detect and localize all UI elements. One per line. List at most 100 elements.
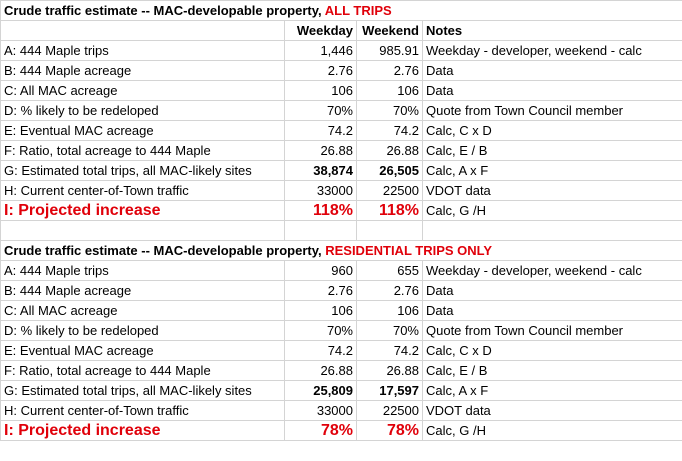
header-notes[interactable]: Notes [422, 20, 682, 41]
table-row: B: 444 Maple acreage 2.76 2.76 Data [0, 280, 682, 301]
weekend-value[interactable]: 985.91 [356, 40, 423, 61]
notes-value[interactable]: Calc, C x D [422, 120, 682, 141]
weekend-value[interactable]: 26.88 [356, 140, 423, 161]
weekday-value[interactable]: 26.88 [284, 140, 357, 161]
weekend-value[interactable]: 106 [356, 300, 423, 321]
table-row: E: Eventual MAC acreage 74.2 74.2 Calc, … [0, 340, 682, 361]
cell[interactable] [422, 0, 682, 21]
table-row: G: Estimated total trips, all MAC-likely… [0, 160, 682, 181]
weekend-value[interactable]: 106 [356, 80, 423, 101]
section1-title: Crude traffic estimate -- MAC-developabl… [4, 3, 325, 18]
header-weekday[interactable]: Weekday [284, 20, 357, 41]
projected-label[interactable]: I: Projected increase [0, 420, 285, 441]
table-row: F: Ratio, total acreage to 444 Maple 26.… [0, 360, 682, 381]
weekday-value[interactable]: 2.76 [284, 60, 357, 81]
weekend-value[interactable]: 70% [356, 100, 423, 121]
notes-value[interactable]: Calc, A x F [422, 160, 682, 181]
row-label[interactable]: H: Current center-of-Town traffic [0, 180, 285, 201]
row-label[interactable]: D: % likely to be redeloped [0, 100, 285, 121]
cell[interactable] [422, 220, 682, 241]
weekend-value[interactable]: 17,597 [356, 380, 423, 401]
weekday-value[interactable]: 74.2 [284, 340, 357, 361]
projected-weekend[interactable]: 78% [356, 420, 423, 441]
projected-notes[interactable]: Calc, G /H [422, 420, 682, 441]
table-row: A: 444 Maple trips 960 655 Weekday - dev… [0, 260, 682, 281]
notes-value[interactable]: Calc, A x F [422, 380, 682, 401]
row-label[interactable]: C: All MAC acreage [0, 300, 285, 321]
weekend-value[interactable]: 26,505 [356, 160, 423, 181]
row-label[interactable]: E: Eventual MAC acreage [0, 120, 285, 141]
section2-title-cell[interactable]: Crude traffic estimate -- MAC-developabl… [0, 240, 492, 261]
weekday-value[interactable]: 26.88 [284, 360, 357, 381]
weekday-value[interactable]: 960 [284, 260, 357, 281]
section2-projected-row: I: Projected increase 78% 78% Calc, G /H [0, 420, 682, 441]
notes-value[interactable]: Weekday - developer, weekend - calc [422, 260, 682, 281]
table-row: H: Current center-of-Town traffic 33000 … [0, 180, 682, 201]
notes-value[interactable]: Weekday - developer, weekend - calc [422, 40, 682, 61]
row-label[interactable]: H: Current center-of-Town traffic [0, 400, 285, 421]
row-label[interactable]: E: Eventual MAC acreage [0, 340, 285, 361]
notes-value[interactable]: Quote from Town Council member [422, 320, 682, 341]
cell[interactable] [284, 220, 357, 241]
row-label[interactable]: D: % likely to be redeloped [0, 320, 285, 341]
section2-title-highlight: RESIDENTIAL TRIPS ONLY [325, 243, 493, 258]
notes-value[interactable]: Calc, C x D [422, 340, 682, 361]
spreadsheet-grid: Crude traffic estimate -- MAC-developabl… [0, 0, 682, 441]
row-label[interactable]: B: 444 Maple acreage [0, 60, 285, 81]
row-label[interactable]: F: Ratio, total acreage to 444 Maple [0, 140, 285, 161]
weekend-value[interactable]: 22500 [356, 400, 423, 421]
row-label[interactable]: A: 444 Maple trips [0, 40, 285, 61]
row-label[interactable]: G: Estimated total trips, all MAC-likely… [0, 380, 285, 401]
notes-value[interactable]: Data [422, 280, 682, 301]
weekday-value[interactable]: 74.2 [284, 120, 357, 141]
weekday-value[interactable]: 1,446 [284, 40, 357, 61]
table-row: A: 444 Maple trips 1,446 985.91 Weekday … [0, 40, 682, 61]
table-row: E: Eventual MAC acreage 74.2 74.2 Calc, … [0, 120, 682, 141]
header-weekend[interactable]: Weekend [356, 20, 423, 41]
table-row: C: All MAC acreage 106 106 Data [0, 300, 682, 321]
projected-label[interactable]: I: Projected increase [0, 200, 285, 221]
table-row: B: 444 Maple acreage 2.76 2.76 Data [0, 60, 682, 81]
weekday-value[interactable]: 106 [284, 80, 357, 101]
projected-notes[interactable]: Calc, G /H [422, 200, 682, 221]
cell[interactable] [0, 220, 285, 241]
weekend-value[interactable]: 74.2 [356, 120, 423, 141]
notes-value[interactable]: VDOT data [422, 180, 682, 201]
weekend-value[interactable]: 2.76 [356, 280, 423, 301]
projected-weekday[interactable]: 118% [284, 200, 357, 221]
row-label[interactable]: B: 444 Maple acreage [0, 280, 285, 301]
notes-value[interactable]: Quote from Town Council member [422, 100, 682, 121]
weekday-value[interactable]: 70% [284, 320, 357, 341]
notes-value[interactable]: Calc, E / B [422, 140, 682, 161]
projected-weekend[interactable]: 118% [356, 200, 423, 221]
notes-value[interactable]: Data [422, 60, 682, 81]
row-label[interactable]: G: Estimated total trips, all MAC-likely… [0, 160, 285, 181]
weekday-value[interactable]: 70% [284, 100, 357, 121]
row-label[interactable]: A: 444 Maple trips [0, 260, 285, 281]
cell[interactable] [356, 220, 423, 241]
cell[interactable] [0, 20, 285, 41]
weekday-value[interactable]: 106 [284, 300, 357, 321]
projected-weekday[interactable]: 78% [284, 420, 357, 441]
notes-value[interactable]: Calc, E / B [422, 360, 682, 381]
weekday-value[interactable]: 25,809 [284, 380, 357, 401]
row-label[interactable]: F: Ratio, total acreage to 444 Maple [0, 360, 285, 381]
notes-value[interactable]: Data [422, 300, 682, 321]
weekday-value[interactable]: 33000 [284, 180, 357, 201]
weekend-value[interactable]: 74.2 [356, 340, 423, 361]
weekday-value[interactable]: 38,874 [284, 160, 357, 181]
weekday-value[interactable]: 33000 [284, 400, 357, 421]
section1-title-cell[interactable]: Crude traffic estimate -- MAC-developabl… [0, 0, 392, 21]
table-row: D: % likely to be redeloped 70% 70% Quot… [0, 100, 682, 121]
weekend-value[interactable]: 655 [356, 260, 423, 281]
notes-value[interactable]: Data [422, 80, 682, 101]
row-label[interactable]: C: All MAC acreage [0, 80, 285, 101]
table-row: H: Current center-of-Town traffic 33000 … [0, 400, 682, 421]
weekend-value[interactable]: 22500 [356, 180, 423, 201]
weekend-value[interactable]: 2.76 [356, 60, 423, 81]
weekday-value[interactable]: 2.76 [284, 280, 357, 301]
weekend-value[interactable]: 26.88 [356, 360, 423, 381]
blank-row [0, 220, 682, 241]
weekend-value[interactable]: 70% [356, 320, 423, 341]
notes-value[interactable]: VDOT data [422, 400, 682, 421]
